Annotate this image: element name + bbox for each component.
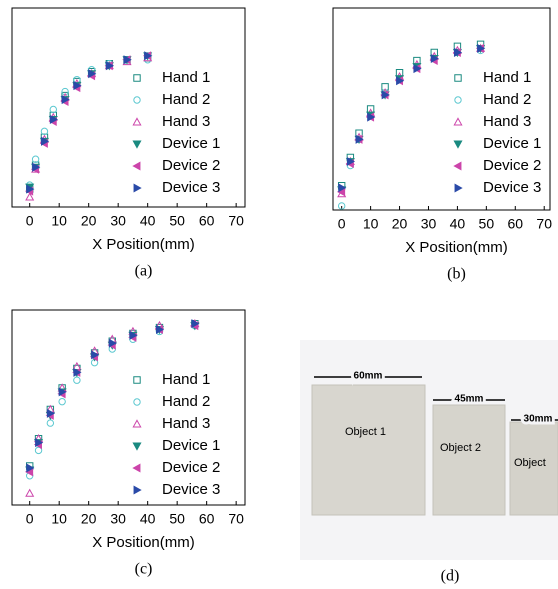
- legend-label: Hand 1: [483, 69, 531, 86]
- legend-marker: [454, 118, 461, 125]
- legend-label: Device 3: [162, 179, 220, 196]
- x-tick-label: 40: [140, 511, 156, 527]
- object-block: [433, 405, 505, 515]
- x-tick-label: 0: [26, 511, 34, 527]
- x-tick-label: 30: [421, 216, 437, 232]
- legend-label: Hand 3: [162, 415, 210, 432]
- legend-marker: [134, 184, 141, 191]
- data-point: [59, 398, 65, 404]
- legend-marker: [134, 486, 141, 493]
- data-point: [41, 128, 47, 134]
- legend-label: Device 2: [162, 459, 220, 476]
- dimension-label: 30mm: [524, 414, 553, 425]
- x-tick-label: 10: [363, 216, 379, 232]
- legend-label: Device 3: [483, 179, 541, 196]
- page: 60mm 45mm 30mm Object 1 Object 2 Object …: [0, 0, 558, 589]
- dimension-label: 60mm: [354, 371, 383, 382]
- object-label: Object 2: [440, 442, 481, 454]
- legend-label: Device 1: [162, 437, 220, 454]
- x-tick-label: 20: [81, 213, 97, 229]
- x-tick-label: 70: [228, 213, 244, 229]
- legend-marker: [134, 75, 140, 81]
- x-tick-label: 60: [199, 511, 215, 527]
- legend-label: Hand 3: [483, 113, 531, 130]
- legend-label: Device 1: [162, 135, 220, 152]
- x-tick-label: 50: [479, 216, 495, 232]
- legend-marker: [455, 184, 462, 191]
- x-tick-label: 20: [392, 216, 408, 232]
- legend-marker: [133, 464, 140, 471]
- caption: (a): [135, 263, 153, 280]
- dimension-label: 45mm: [455, 394, 484, 405]
- legend-marker: [133, 162, 140, 169]
- x-tick-label: 0: [338, 216, 346, 232]
- legend-label: Hand 2: [483, 91, 531, 108]
- legend-label: Hand 3: [162, 113, 210, 130]
- x-tick-label: 10: [51, 213, 67, 229]
- x-axis-label: X Position(mm): [405, 239, 508, 256]
- legend-marker: [133, 141, 140, 148]
- x-tick-label: 40: [140, 213, 156, 229]
- x-tick-label: 20: [81, 511, 97, 527]
- caption: (d): [441, 568, 460, 585]
- legend-label: Device 3: [162, 481, 220, 498]
- object-label: Object 1: [345, 426, 386, 438]
- legend-marker: [134, 377, 140, 383]
- x-tick-label: 50: [169, 213, 185, 229]
- data-point: [32, 156, 38, 162]
- legend-marker: [133, 420, 140, 427]
- x-tick-label: 70: [536, 216, 552, 232]
- legend-label: Hand 1: [162, 371, 210, 388]
- x-tick-label: 60: [199, 213, 215, 229]
- legend-label: Hand 2: [162, 393, 210, 410]
- caption: (c): [135, 561, 153, 578]
- data-point: [47, 420, 53, 426]
- legend-marker: [133, 118, 140, 125]
- legend-label: Hand 1: [162, 69, 210, 86]
- legend-label: Hand 2: [162, 91, 210, 108]
- x-tick-label: 60: [507, 216, 523, 232]
- legend-marker: [454, 162, 461, 169]
- legend-marker: [134, 399, 140, 405]
- data-point: [50, 106, 56, 112]
- data-point: [26, 490, 33, 497]
- legend-marker: [133, 443, 140, 450]
- legend-marker: [134, 97, 140, 103]
- data-point: [74, 377, 80, 383]
- legend-marker: [455, 75, 461, 81]
- caption: (b): [447, 266, 466, 283]
- legend-label: Device 2: [162, 157, 220, 174]
- x-tick-label: 50: [169, 511, 185, 527]
- x-tick-label: 40: [450, 216, 466, 232]
- legend-label: Device 2: [483, 157, 541, 174]
- x-axis-label: X Position(mm): [92, 534, 195, 551]
- legend-marker: [454, 141, 461, 148]
- legend-label: Device 1: [483, 135, 541, 152]
- x-tick-label: 30: [110, 213, 126, 229]
- x-tick-label: 0: [26, 213, 34, 229]
- x-tick-label: 70: [228, 511, 244, 527]
- object-block: [312, 385, 425, 515]
- object-label: Object: [514, 457, 546, 469]
- x-tick-label: 30: [110, 511, 126, 527]
- x-tick-label: 10: [51, 511, 67, 527]
- x-axis-label: X Position(mm): [92, 236, 195, 253]
- figure: 60mm 45mm 30mm Object 1 Object 2 Object …: [0, 0, 558, 589]
- legend-marker: [455, 97, 461, 103]
